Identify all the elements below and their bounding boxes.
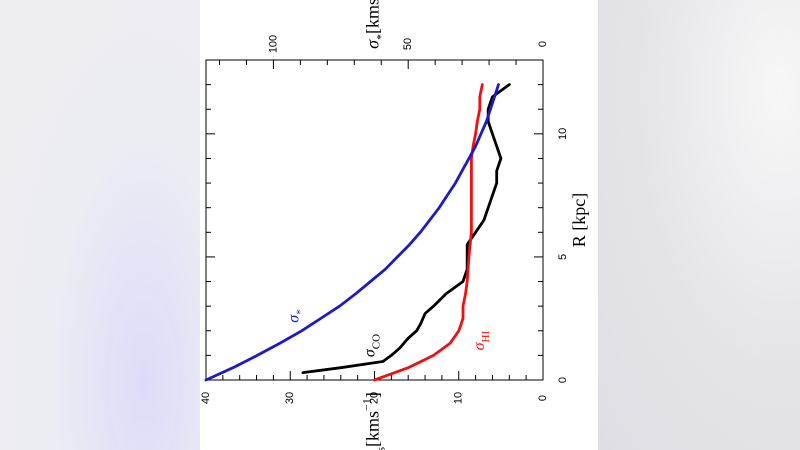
series-line-hi	[373, 83, 484, 382]
gas-tick-label: 30	[284, 392, 296, 404]
star-axis-title: σ*[kms−1]	[359, 0, 387, 49]
series-line-co	[301, 83, 511, 375]
r-axis-title: R [kpc]	[569, 193, 589, 247]
figure-panel: 0510010203040050100σgas[kms−1]σ*[kms−1]R…	[200, 0, 598, 450]
star-tick-label: 100	[267, 35, 279, 53]
gas-tick-label: 40	[200, 392, 212, 404]
series-label-hi: σHI	[470, 331, 491, 351]
r-tick-label: 10	[557, 128, 569, 140]
background-left	[0, 0, 205, 450]
velocity-dispersion-chart: 0510010203040050100σgas[kms−1]σ*[kms−1]R…	[200, 0, 589, 450]
r-tick-label: 5	[557, 254, 569, 260]
gas-tick-label: 0	[537, 395, 549, 401]
series-label-: σ*	[285, 309, 306, 322]
gas-axis-title: σgas[kms−1]	[359, 392, 387, 450]
gas-tick-label: 10	[453, 392, 465, 404]
star-tick-label: 50	[402, 38, 414, 50]
star-tick-label: 0	[537, 41, 549, 47]
series-label-co: σCO	[361, 334, 382, 357]
gas-tick-label: 20	[368, 392, 380, 404]
background-right	[595, 0, 800, 450]
plot-frame	[205, 59, 544, 381]
series-line-	[204, 83, 500, 382]
r-tick-label: 0	[557, 377, 569, 383]
